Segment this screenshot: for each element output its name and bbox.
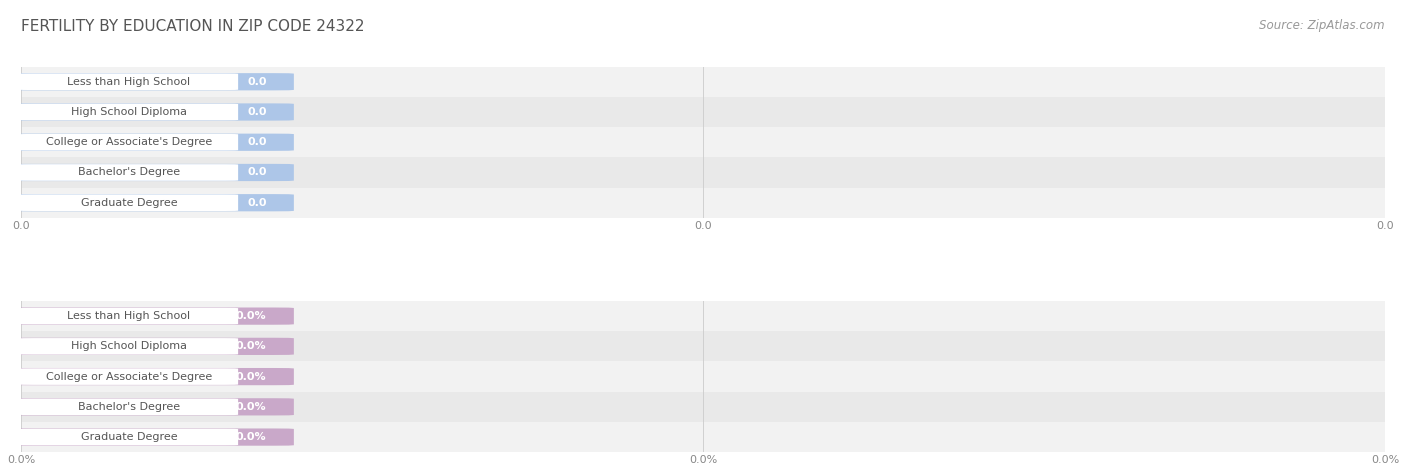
Text: 0.0%: 0.0% xyxy=(236,432,267,442)
Text: College or Associate's Degree: College or Associate's Degree xyxy=(46,372,212,382)
Bar xyxy=(21,127,1385,158)
Text: High School Diploma: High School Diploma xyxy=(70,341,187,351)
FancyBboxPatch shape xyxy=(20,308,238,325)
Text: FERTILITY BY EDUCATION IN ZIP CODE 24322: FERTILITY BY EDUCATION IN ZIP CODE 24322 xyxy=(21,19,364,34)
FancyBboxPatch shape xyxy=(4,368,294,385)
FancyBboxPatch shape xyxy=(4,398,294,416)
FancyBboxPatch shape xyxy=(4,307,294,325)
FancyBboxPatch shape xyxy=(20,338,238,355)
FancyBboxPatch shape xyxy=(20,398,238,415)
Text: Graduate Degree: Graduate Degree xyxy=(80,432,177,442)
FancyBboxPatch shape xyxy=(20,164,238,181)
Bar xyxy=(21,361,1385,392)
Text: 0.0%: 0.0% xyxy=(236,311,267,321)
Text: 0.0: 0.0 xyxy=(247,107,267,117)
Text: 0.0: 0.0 xyxy=(247,137,267,147)
Text: 0.0: 0.0 xyxy=(247,198,267,208)
Text: Bachelor's Degree: Bachelor's Degree xyxy=(77,402,180,412)
FancyBboxPatch shape xyxy=(4,103,294,120)
FancyBboxPatch shape xyxy=(20,429,238,446)
FancyBboxPatch shape xyxy=(20,134,238,150)
Bar xyxy=(21,331,1385,361)
FancyBboxPatch shape xyxy=(20,194,238,211)
Text: Less than High School: Less than High School xyxy=(67,77,190,87)
Text: Less than High School: Less than High School xyxy=(67,311,190,321)
FancyBboxPatch shape xyxy=(20,368,238,385)
Bar xyxy=(21,67,1385,97)
Text: Source: ZipAtlas.com: Source: ZipAtlas.com xyxy=(1260,19,1385,32)
Text: 0.0%: 0.0% xyxy=(236,402,267,412)
Bar xyxy=(21,188,1385,218)
FancyBboxPatch shape xyxy=(4,73,294,90)
FancyBboxPatch shape xyxy=(4,338,294,355)
Text: 0.0: 0.0 xyxy=(247,168,267,178)
FancyBboxPatch shape xyxy=(4,164,294,181)
Bar xyxy=(21,301,1385,331)
Text: Graduate Degree: Graduate Degree xyxy=(80,198,177,208)
Text: Bachelor's Degree: Bachelor's Degree xyxy=(77,168,180,178)
Bar xyxy=(21,392,1385,422)
Text: College or Associate's Degree: College or Associate's Degree xyxy=(46,137,212,147)
FancyBboxPatch shape xyxy=(20,104,238,120)
Text: 0.0: 0.0 xyxy=(247,77,267,87)
Bar xyxy=(21,158,1385,188)
Bar xyxy=(21,422,1385,452)
FancyBboxPatch shape xyxy=(4,134,294,151)
FancyBboxPatch shape xyxy=(4,428,294,446)
Text: High School Diploma: High School Diploma xyxy=(70,107,187,117)
FancyBboxPatch shape xyxy=(4,194,294,211)
FancyBboxPatch shape xyxy=(20,73,238,90)
Text: 0.0%: 0.0% xyxy=(236,341,267,351)
Bar xyxy=(21,97,1385,127)
Text: 0.0%: 0.0% xyxy=(236,372,267,382)
